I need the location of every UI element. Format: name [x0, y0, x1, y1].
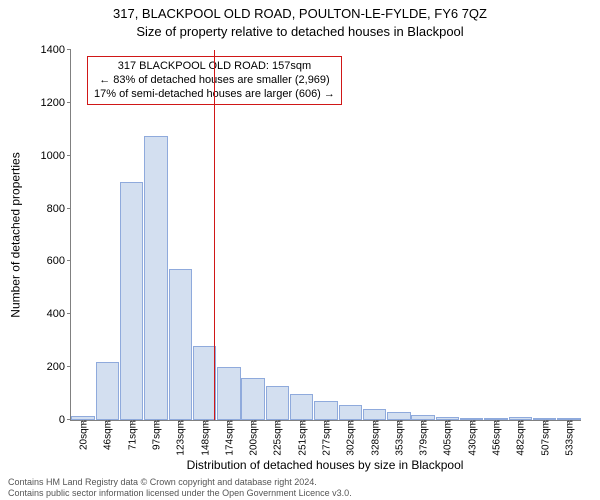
x-tick-label: 200sqm	[247, 420, 260, 456]
x-tick-label: 482sqm	[514, 420, 527, 456]
x-tick-mark	[375, 420, 376, 424]
histogram-bar	[339, 405, 362, 420]
histogram-bar	[169, 269, 192, 420]
y-tick-label: 0	[59, 414, 71, 426]
x-axis-label: Distribution of detached houses by size …	[70, 458, 580, 472]
plot-area: 317 BLACKPOOL OLD ROAD: 157sqm ← 83% of …	[70, 50, 581, 421]
chart-frame: 317, BLACKPOOL OLD ROAD, POULTON-LE-FYLD…	[0, 0, 600, 500]
histogram-bar	[314, 401, 337, 420]
y-tick-mark	[67, 366, 71, 367]
x-tick-label: 123sqm	[174, 420, 187, 456]
histogram-bar	[266, 386, 289, 420]
x-tick-mark	[423, 420, 424, 424]
x-tick-mark	[496, 420, 497, 424]
y-tick-label: 200	[47, 361, 71, 373]
y-tick-label: 600	[47, 255, 71, 267]
footer-line1: Contains HM Land Registry data © Crown c…	[8, 477, 592, 487]
x-tick-mark	[253, 420, 254, 424]
x-tick-mark	[132, 420, 133, 424]
histogram-bar	[120, 182, 143, 420]
x-tick-label: 328sqm	[368, 420, 381, 456]
x-tick-label: 302sqm	[344, 420, 357, 456]
x-tick-label: 46sqm	[101, 420, 114, 450]
y-tick-label: 1000	[41, 150, 71, 162]
y-tick-label: 800	[47, 203, 71, 215]
x-tick-mark	[520, 420, 521, 424]
histogram-bar	[96, 362, 119, 420]
x-tick-label: 379sqm	[417, 420, 430, 456]
histogram-bar	[387, 412, 410, 420]
y-tick-mark	[67, 313, 71, 314]
x-tick-label: 20sqm	[77, 420, 90, 450]
histogram-bar	[217, 367, 240, 420]
histogram-bar	[363, 409, 386, 420]
title-sub: Size of property relative to detached ho…	[0, 24, 600, 39]
x-tick-mark	[180, 420, 181, 424]
x-tick-mark	[399, 420, 400, 424]
x-tick-mark	[447, 420, 448, 424]
y-axis-label: Number of detached properties	[6, 50, 26, 420]
x-tick-label: 251sqm	[295, 420, 308, 456]
y-tick-label: 1200	[41, 97, 71, 109]
footer-line2: Contains public sector information licen…	[8, 488, 592, 498]
histogram-bar	[241, 378, 264, 420]
y-tick-label: 400	[47, 308, 71, 320]
x-tick-mark	[302, 420, 303, 424]
y-tick-mark	[67, 155, 71, 156]
reference-line	[214, 50, 215, 420]
x-tick-mark	[205, 420, 206, 424]
x-tick-label: 97sqm	[150, 420, 163, 450]
x-tick-label: 277sqm	[320, 420, 333, 456]
x-tick-mark	[472, 420, 473, 424]
x-tick-label: 71sqm	[125, 420, 138, 450]
histogram-bar	[193, 346, 216, 420]
x-tick-mark	[545, 420, 546, 424]
y-tick-mark	[67, 102, 71, 103]
x-tick-label: 353sqm	[392, 420, 405, 456]
y-tick-mark	[67, 49, 71, 50]
x-tick-label: 174sqm	[222, 420, 235, 456]
x-tick-label: 456sqm	[490, 420, 503, 456]
x-tick-label: 507sqm	[538, 420, 551, 456]
x-tick-mark	[350, 420, 351, 424]
x-tick-label: 533sqm	[562, 420, 575, 456]
x-tick-mark	[156, 420, 157, 424]
histogram-bar	[290, 394, 313, 420]
y-tick-label: 1400	[41, 44, 71, 56]
x-tick-mark	[277, 420, 278, 424]
histogram-bar	[144, 136, 167, 420]
x-tick-label: 405sqm	[441, 420, 454, 456]
x-tick-label: 225sqm	[271, 420, 284, 456]
y-tick-mark	[67, 260, 71, 261]
footer: Contains HM Land Registry data © Crown c…	[8, 477, 592, 498]
x-tick-mark	[569, 420, 570, 424]
title-main: 317, BLACKPOOL OLD ROAD, POULTON-LE-FYLD…	[0, 6, 600, 21]
y-tick-mark	[67, 208, 71, 209]
x-tick-mark	[107, 420, 108, 424]
x-tick-label: 148sqm	[198, 420, 211, 456]
y-tick-mark	[67, 419, 71, 420]
x-tick-mark	[326, 420, 327, 424]
x-tick-label: 430sqm	[465, 420, 478, 456]
x-tick-mark	[229, 420, 230, 424]
x-tick-mark	[83, 420, 84, 424]
